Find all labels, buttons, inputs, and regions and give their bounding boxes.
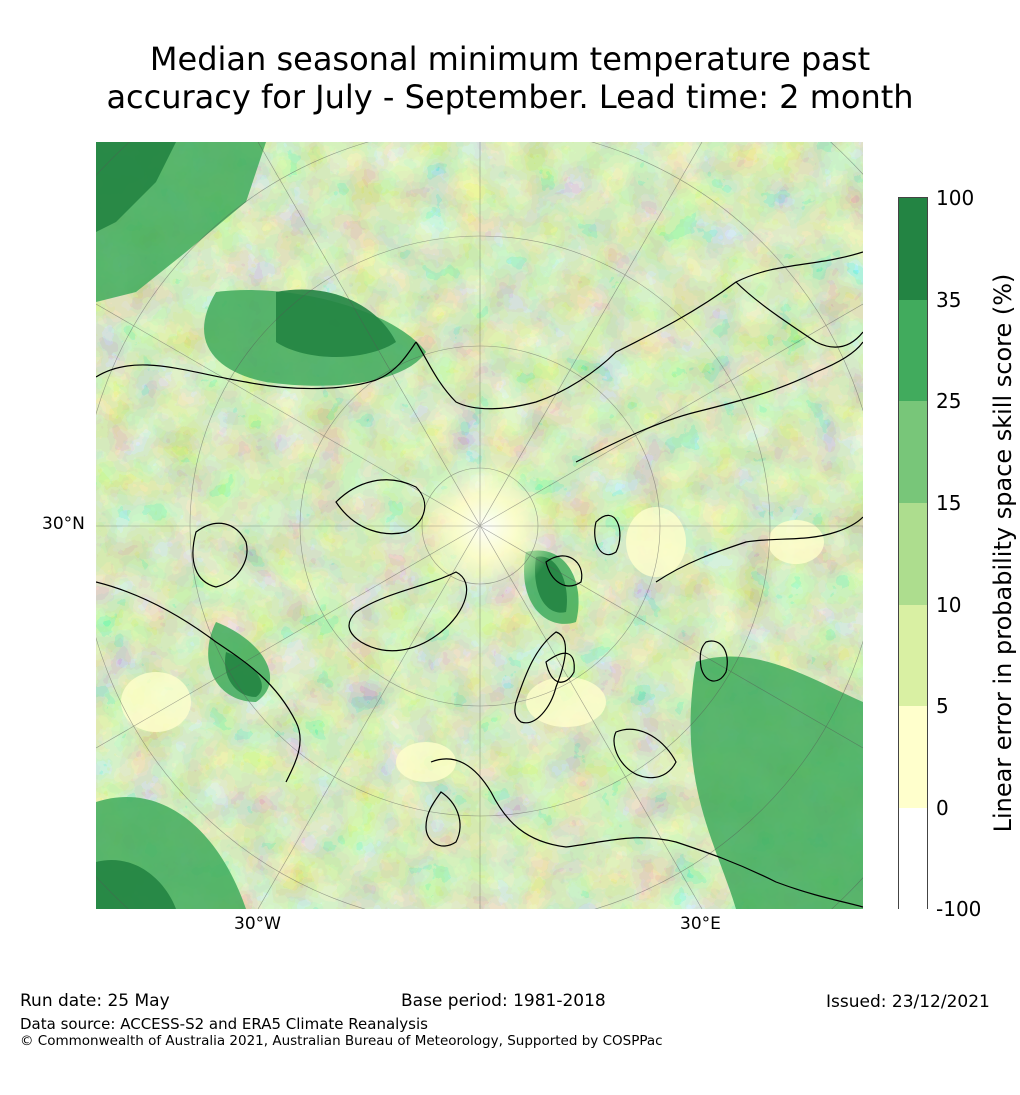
graticule [96,142,863,909]
map-title: Median seasonal minimum temperature past… [0,40,1020,116]
pole-low-skill [416,457,556,597]
colorbar [898,197,928,910]
colorbar-bin-15-25 [899,401,927,504]
run-date: Run date: 25 May [20,991,170,1011]
longitude-label-30w: 30°W [234,914,281,934]
title-line-1: Median seasonal minimum temperature past [149,40,871,78]
colorbar-tick: 5 [936,694,949,718]
colorbar-bin-neg100-0 [899,808,927,910]
low-skill-patches [121,507,824,782]
colorbar-tick: 35 [936,288,962,312]
longitude-label-30e: 30°E [680,914,721,934]
title-line-2: accuracy for July - September. Lead time… [106,78,914,116]
issued-date: Issued: 23/12/2021 [826,992,990,1012]
colorbar-bin-25-35 [899,299,927,402]
map-svg [96,142,863,909]
base-period: Base period: 1981-2018 [401,991,606,1011]
colorbar-bin-10-15 [899,503,927,605]
colorbar-bin-35-100 [899,198,927,300]
coastlines [96,251,863,908]
colorbar-label: Linear error in probability space skill … [989,273,1017,833]
data-source: Data source: ACCESS-S2 and ERA5 Climate … [20,1015,428,1033]
colorbar-tick: 100 [936,186,975,210]
colorbar-tick: 10 [936,593,962,617]
colorbar-bin-0-5 [899,706,927,809]
top-skill-regions [96,142,567,909]
polar-skill-map [96,142,863,909]
copyright: © Commonwealth of Australia 2021, Austra… [20,1033,663,1049]
colorbar-tick: -100 [936,897,982,921]
colorbar-tick: 0 [936,796,949,820]
colorbar-tick: 15 [936,491,962,515]
colorbar-bin-5-10 [899,604,927,707]
colorbar-tick: 25 [936,389,962,413]
latitude-label-30n: 30°N [42,514,85,534]
